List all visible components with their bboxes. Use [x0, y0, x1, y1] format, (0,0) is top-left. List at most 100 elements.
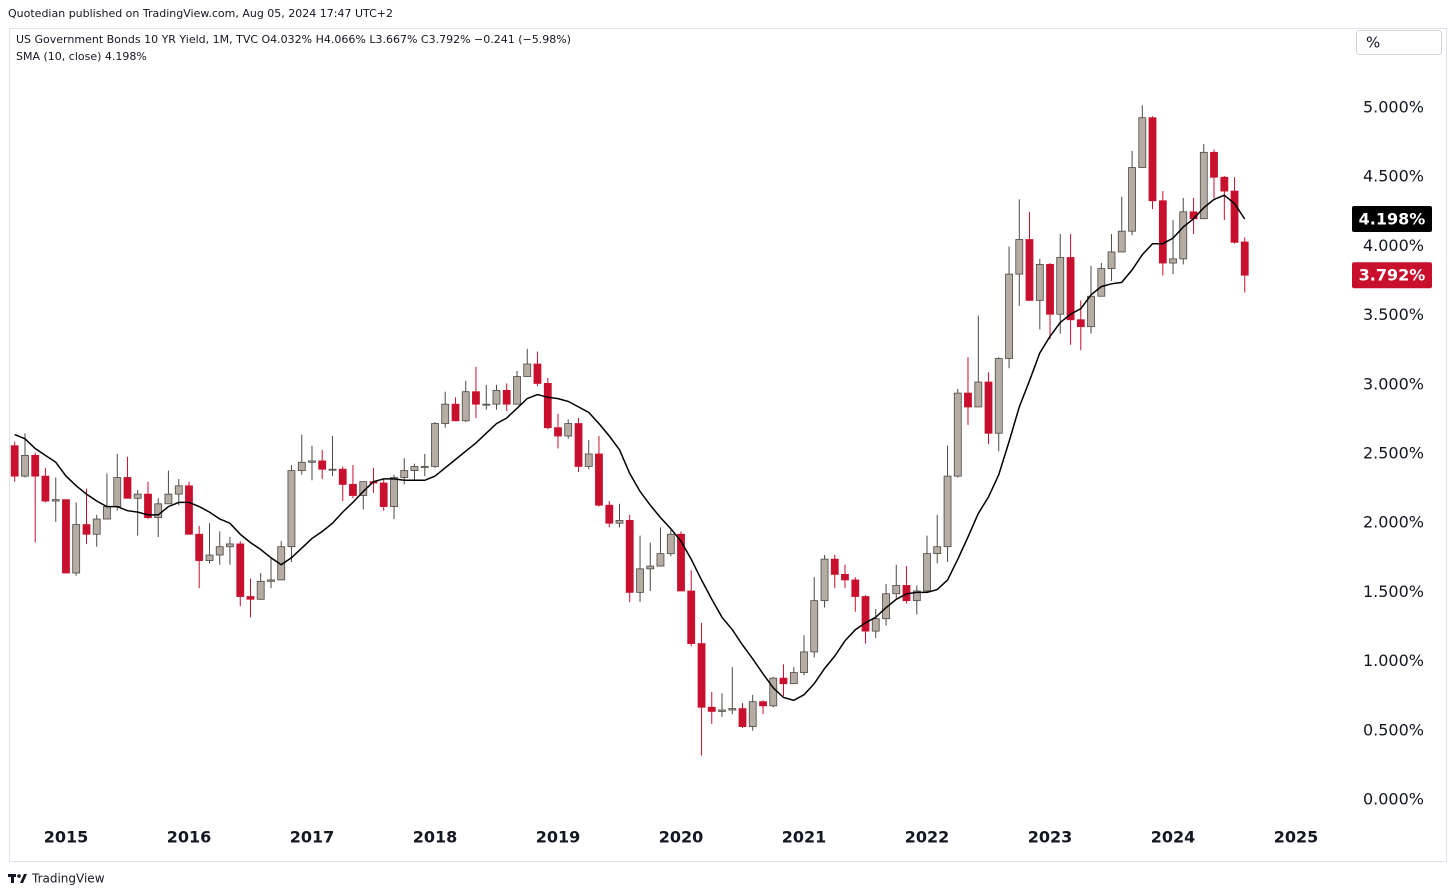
candle-body — [871, 618, 880, 632]
x-tick-label: 2020 — [659, 828, 704, 847]
candle-body — [1107, 251, 1116, 269]
last-value-label: 3.792% — [1359, 266, 1426, 285]
candle-body — [328, 468, 337, 471]
candle-body — [718, 709, 726, 712]
candle-body — [1158, 200, 1167, 264]
candle-body — [308, 460, 316, 463]
candle-body — [400, 470, 409, 478]
last-value-box — [1352, 206, 1432, 233]
candle-body — [615, 520, 624, 524]
candle-body — [10, 445, 19, 477]
candle-body — [677, 533, 685, 592]
candle-body — [984, 381, 993, 434]
candle-body — [277, 546, 286, 581]
candle-body — [636, 568, 644, 593]
candle-body — [21, 454, 29, 477]
candle-body — [574, 423, 583, 467]
candle-body — [246, 596, 255, 600]
legend-sma: SMA (10, close) 4.198% — [16, 50, 147, 63]
scale-button-label[interactable]: % — [1366, 34, 1380, 52]
candle-body — [728, 708, 737, 711]
candle-body — [1056, 257, 1065, 315]
candle-body — [697, 643, 706, 708]
y-tick-label: 2.000% — [1363, 513, 1424, 532]
candle-body — [1169, 258, 1177, 264]
candle-body — [41, 475, 50, 502]
candle-body — [287, 470, 296, 548]
candle-body — [82, 524, 91, 535]
candle-body — [564, 423, 573, 437]
x-tick-label: 2025 — [1274, 828, 1319, 847]
y-tick-label: 0.000% — [1363, 789, 1424, 808]
candle-body — [1025, 239, 1034, 301]
candle-body — [1046, 264, 1054, 315]
candle-body — [974, 381, 983, 408]
candle-body — [226, 543, 234, 548]
footer-brand: TradingView — [31, 872, 105, 886]
candle-body — [810, 600, 819, 653]
chart-frame — [9, 28, 1447, 862]
candle-body — [1199, 151, 1208, 220]
y-tick-label: 4.500% — [1363, 167, 1424, 186]
candle-body — [103, 506, 111, 520]
y-tick-label: 1.500% — [1363, 582, 1424, 601]
candle-body — [851, 579, 860, 597]
candle-body — [502, 389, 511, 405]
candle-body — [1015, 239, 1024, 275]
candle-body — [769, 677, 778, 707]
candle-body — [595, 453, 603, 506]
candle-body — [820, 558, 829, 602]
candle-body — [297, 461, 306, 472]
scale-button[interactable] — [1356, 30, 1442, 55]
y-tick-label: 5.000% — [1363, 98, 1424, 117]
candle-body — [154, 503, 163, 519]
candle-body — [1210, 151, 1218, 178]
candle-body — [174, 485, 183, 495]
candle-body — [133, 493, 142, 499]
candle-body — [1005, 273, 1013, 359]
last-value-label: 4.198% — [1359, 210, 1426, 229]
candle-body — [1138, 117, 1147, 168]
candle-body — [492, 389, 501, 405]
y-tick-label: 0.500% — [1363, 720, 1424, 739]
x-tick-label: 2017 — [290, 828, 335, 847]
candle-body — [256, 580, 265, 600]
candle-body — [410, 466, 419, 472]
candle-body — [92, 518, 101, 535]
candle-body — [800, 651, 808, 674]
candle-body — [738, 708, 747, 728]
candle-body — [707, 706, 716, 712]
candle-body — [144, 493, 152, 519]
candle-body — [451, 403, 460, 422]
candle-body — [72, 524, 81, 574]
candle-body — [830, 558, 839, 575]
candle-body — [431, 423, 439, 467]
candle-body — [523, 363, 532, 377]
candle-body — [185, 485, 193, 535]
candle-body — [1076, 319, 1085, 328]
candle-body — [482, 403, 491, 406]
candle-body — [113, 477, 122, 507]
candle-body — [318, 460, 327, 470]
candle-body — [554, 427, 562, 437]
candle-body — [1097, 268, 1106, 297]
candle-body — [666, 533, 675, 555]
candle-body — [195, 533, 204, 561]
candle-body — [923, 553, 931, 592]
candle-body — [236, 543, 245, 597]
candle-body — [882, 593, 890, 620]
candle-body — [338, 468, 347, 485]
candle-body — [164, 493, 173, 505]
candle-body — [420, 466, 429, 468]
published-note: Quotedian published on TradingView.com, … — [8, 7, 393, 20]
x-tick-label: 2016 — [167, 828, 212, 847]
candle-body — [759, 701, 767, 707]
legend-main: US Government Bonds 10 YR Yield, 1M, TVC… — [16, 33, 571, 46]
candle-body — [1230, 190, 1239, 243]
x-tick-label: 2024 — [1151, 828, 1196, 847]
candle-body — [687, 590, 696, 644]
candle-body — [892, 585, 901, 595]
candle-body — [1220, 176, 1229, 192]
x-tick-label: 2021 — [782, 828, 827, 847]
candle-body — [205, 554, 214, 561]
